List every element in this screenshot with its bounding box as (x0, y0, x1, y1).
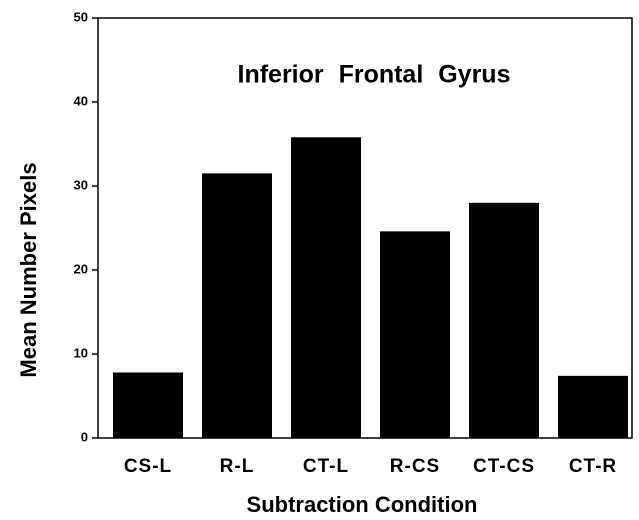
bar (469, 202, 539, 438)
y-tick-label: 30 (74, 177, 88, 192)
x-tick-label: CT-CS (473, 456, 535, 477)
y-axis-label: Mean Number Pixels (16, 162, 41, 377)
x-axis-label: Subtraction Condition (247, 492, 478, 517)
x-tick-label: R-CS (390, 456, 440, 477)
x-tick-label: CS-L (124, 456, 172, 477)
bar (202, 173, 272, 438)
x-tick-label: CT-R (569, 456, 617, 477)
bar (291, 137, 361, 438)
x-tick-label: CT-L (303, 456, 349, 477)
y-tick-label: 50 (74, 9, 88, 24)
chart-title: Inferior Frontal Gyrus (238, 61, 511, 89)
y-tick-label: 0 (81, 429, 88, 444)
x-tick-label: R-L (220, 456, 255, 477)
y-tick-label: 40 (74, 93, 88, 108)
y-tick-label: 10 (74, 345, 88, 360)
bar (113, 372, 183, 438)
bar (380, 231, 450, 438)
y-tick-label: 20 (74, 261, 88, 276)
plot-frame (97, 17, 633, 439)
bar (558, 375, 628, 438)
